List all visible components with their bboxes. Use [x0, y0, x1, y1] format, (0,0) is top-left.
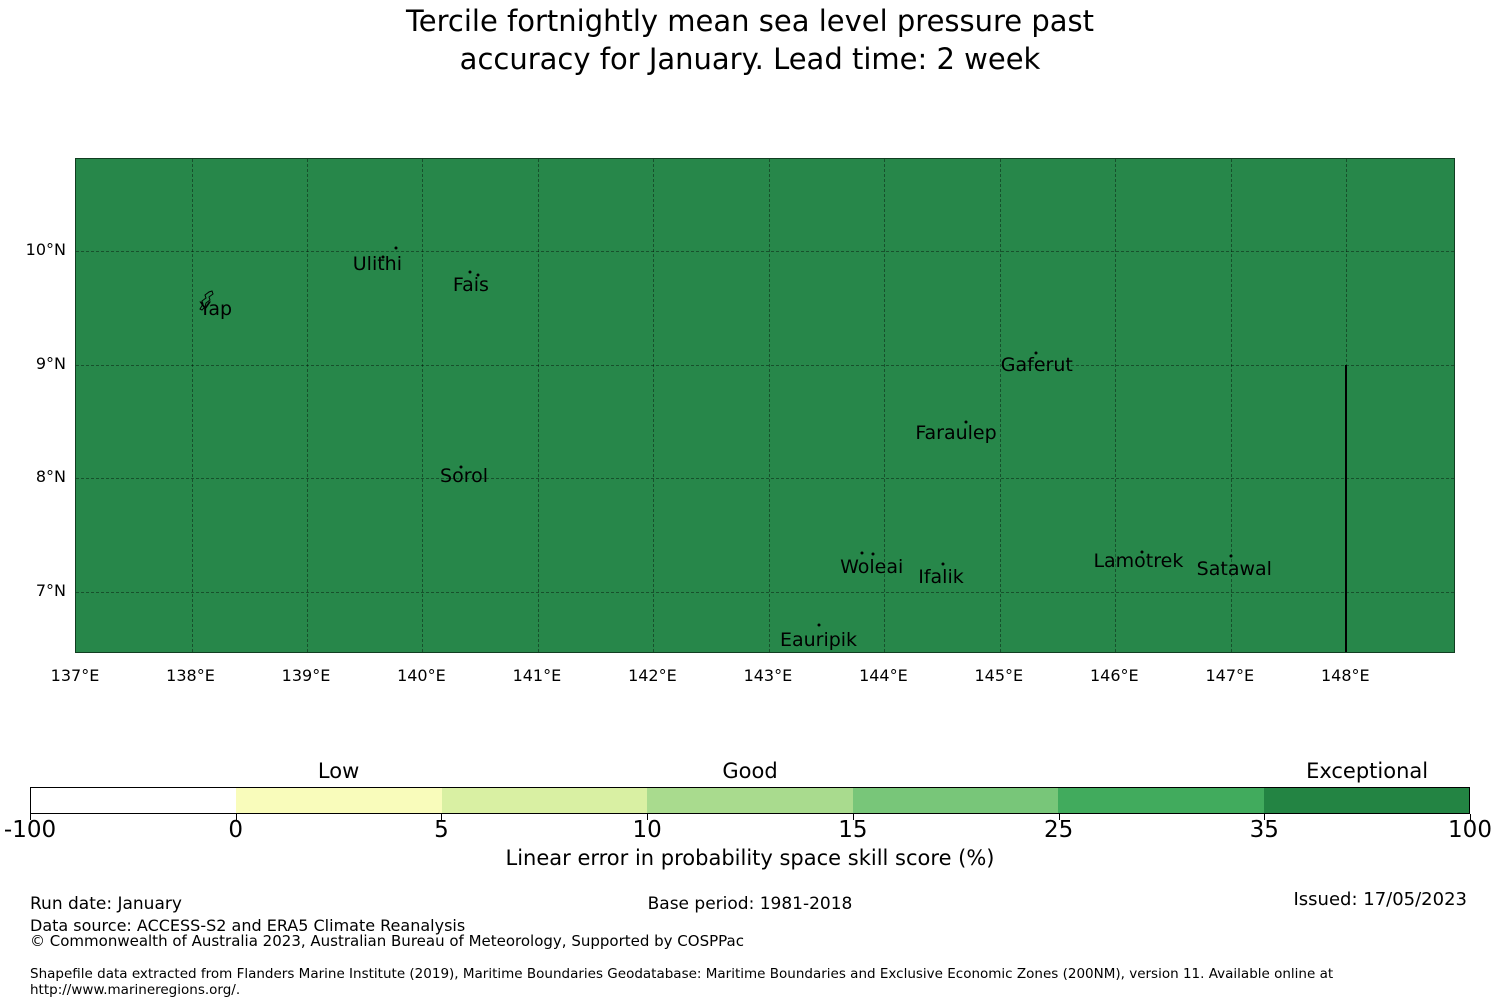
colorbar-axis-label: Linear error in probability space skill … — [505, 846, 995, 870]
island-dot-satawal — [1229, 554, 1233, 558]
y-axis-tick-label: 7°N — [35, 581, 66, 601]
island-label-satawal: Satawal — [1196, 558, 1272, 581]
island-dot-gaferut — [1034, 351, 1038, 355]
map-gridline-horizontal — [76, 251, 1454, 252]
colorbar-tick-label: 10 — [632, 817, 662, 843]
map-area: Yap Ulithi Fais Sorol Gaferut Faraulep Woleai I… — [75, 158, 1455, 653]
x-axis-tick-label: 144°E — [859, 666, 908, 685]
map-gridline-vertical — [768, 159, 770, 652]
island-dot-woleai — [860, 551, 864, 555]
colorbar-tick-label: -100 — [3, 817, 57, 843]
map-gridline-vertical — [1115, 159, 1117, 652]
island-dot-fais — [468, 270, 472, 274]
maritime-boundary-line — [1345, 364, 1348, 652]
island-label-yap: Yap — [199, 298, 233, 320]
colorbar-segment-5 — [1058, 788, 1264, 813]
island-dot-eauripik — [817, 623, 820, 626]
y-axis-tick-label: 9°N — [35, 353, 66, 373]
island-dot-woleai — [871, 552, 875, 555]
island-dot-ulithi — [381, 255, 385, 259]
x-axis-tick-label: 148°E — [1320, 666, 1370, 685]
island-label-fais: Fais — [452, 274, 489, 297]
map-gridline-vertical — [422, 159, 424, 652]
colorbar-tick-label: 35 — [1249, 817, 1279, 843]
island-dot-fais — [476, 273, 480, 277]
colorbar-tick-label: 100 — [1448, 817, 1492, 843]
x-axis-tick-label: 143°E — [743, 666, 793, 685]
x-axis-tick-label: 140°E — [397, 666, 446, 685]
island-dot-ulithi — [394, 246, 398, 250]
issued-date-text: Issued: 17/05/2023 — [1293, 889, 1467, 910]
figure-title: Tercile fortnightly mean sea level press… — [405, 4, 1095, 76]
x-axis-tick-label: 139°E — [281, 666, 331, 685]
colorbar-tick-label: 25 — [1043, 817, 1074, 843]
colorbar-tick-label: 0 — [228, 817, 244, 843]
colorbar — [30, 787, 1470, 814]
map-gridline-horizontal — [76, 364, 1454, 366]
island-dot-sorol — [459, 465, 463, 468]
map-gridline-vertical — [191, 159, 193, 652]
colorbar-segment-2 — [441, 788, 648, 813]
map-gridline-vertical — [999, 159, 1001, 652]
data-source-text: Data source: ACCESS-S2 and ERA5 Climate … — [30, 916, 466, 935]
x-axis-tick-label: 146°E — [1089, 666, 1139, 685]
island-dot-ifalik — [941, 562, 945, 566]
base-period-text: Base period: 1981-2018 — [647, 894, 853, 914]
colorbar-segment-0 — [31, 788, 237, 813]
island-dot-faraulep — [964, 420, 968, 424]
x-axis-tick-label: 147°E — [1205, 666, 1255, 685]
colorbar-tick-mark — [647, 814, 649, 820]
colorbar-segment-3 — [647, 788, 853, 813]
island-label-gaferut: Gaferut — [1000, 353, 1073, 376]
yap-island-outline — [198, 290, 214, 311]
island-label-faraulep: Faraulep — [915, 421, 997, 444]
map-gridline-horizontal — [76, 478, 1454, 480]
island-label-sorol: Sorol — [440, 465, 488, 488]
shapefile-note-text: Shapefile data extracted from Flanders M… — [30, 966, 1334, 998]
colorbar-tick-mark — [441, 814, 443, 820]
map-gridline-horizontal — [76, 592, 1454, 594]
map-gridline-vertical — [307, 159, 308, 652]
y-axis-tick-label: 10°N — [25, 240, 66, 259]
colorbar-tick-label: 5 — [434, 817, 449, 843]
x-axis-tick-label: 142°E — [628, 666, 677, 685]
island-label-woleai: Woleai — [840, 556, 904, 579]
colorbar-segment-6 — [1263, 788, 1469, 813]
colorbar-tick-mark — [235, 814, 237, 820]
x-axis-tick-label: 145°E — [974, 666, 1024, 685]
map-gridline-vertical — [653, 159, 655, 652]
island-label-ulithi: Ulithi — [352, 253, 403, 276]
colorbar-region-label-low: Low — [317, 759, 360, 783]
colorbar-tick-mark — [1264, 814, 1266, 820]
colorbar-tick-mark — [1470, 814, 1471, 820]
run-date-text: Run date: January — [30, 894, 182, 914]
island-label-lamotrek: Lamotrek — [1093, 550, 1184, 573]
x-axis-tick-label: 141°E — [512, 666, 562, 685]
island-dot-lamotrek — [1140, 550, 1144, 554]
x-axis-tick-label: 137°E — [50, 666, 100, 685]
colorbar-region-label-exceptional: Exceptional — [1306, 759, 1429, 783]
colorbar-tick-mark — [30, 814, 31, 820]
map-gridline-vertical — [1230, 159, 1232, 652]
colorbar-tick-mark — [1058, 814, 1060, 820]
colorbar-segment-4 — [852, 788, 1059, 813]
colorbar-tick-label: 15 — [838, 817, 868, 843]
map-gridline-vertical — [537, 159, 539, 652]
x-axis-tick-label: 138°E — [166, 666, 215, 685]
island-label-eauripik: Eauripik — [779, 628, 858, 651]
colorbar-segment-1 — [236, 788, 442, 813]
colorbar-tick-mark — [852, 814, 854, 820]
y-axis-tick-label: 8°N — [35, 467, 66, 487]
island-label-ifalik: Ifalik — [918, 566, 964, 589]
map-gridline-vertical — [884, 159, 886, 652]
copyright-text: © Commonwealth of Australia 2023, Austra… — [30, 932, 744, 950]
colorbar-region-label-good: Good — [722, 759, 778, 783]
